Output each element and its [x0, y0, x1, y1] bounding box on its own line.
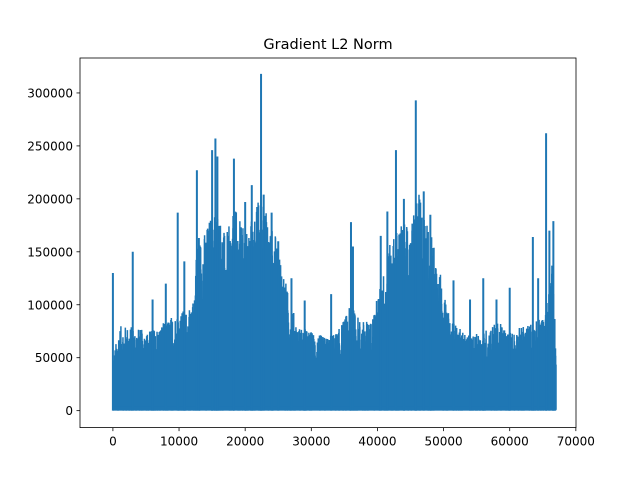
x-tick-label: 30000 — [292, 435, 330, 449]
y-tick-label: 250000 — [27, 139, 73, 153]
plot-area — [111, 73, 557, 411]
y-tick-label: 150000 — [27, 245, 73, 259]
x-tick-label: 40000 — [358, 435, 396, 449]
y-tick-label: 100000 — [27, 298, 73, 312]
x-tick-label: 50000 — [424, 435, 462, 449]
plot-frame — [79, 57, 577, 429]
x-tick-label: 10000 — [160, 435, 198, 449]
chart-title: Gradient L2 Norm — [263, 37, 392, 53]
series-line — [112, 194, 557, 411]
x-axis: 0 10000 20000 30000 40000 50000 60000 70000 — [109, 427, 595, 449]
y-tick-label: 0 — [65, 404, 73, 418]
series-base-band — [112, 406, 557, 411]
x-tick-label: 20000 — [226, 435, 264, 449]
y-tick-label: 50000 — [35, 351, 73, 365]
series-gradient-l2-norm — [111, 73, 557, 411]
y-tick-label: 200000 — [27, 192, 73, 206]
x-tick-label: 0 — [109, 435, 117, 449]
x-tick-label: 60000 — [491, 435, 529, 449]
y-axis: 0 50000 100000 150000 200000 250000 300000 — [27, 86, 80, 418]
y-tick-label: 300000 — [27, 86, 73, 100]
x-tick-label: 70000 — [557, 435, 595, 449]
